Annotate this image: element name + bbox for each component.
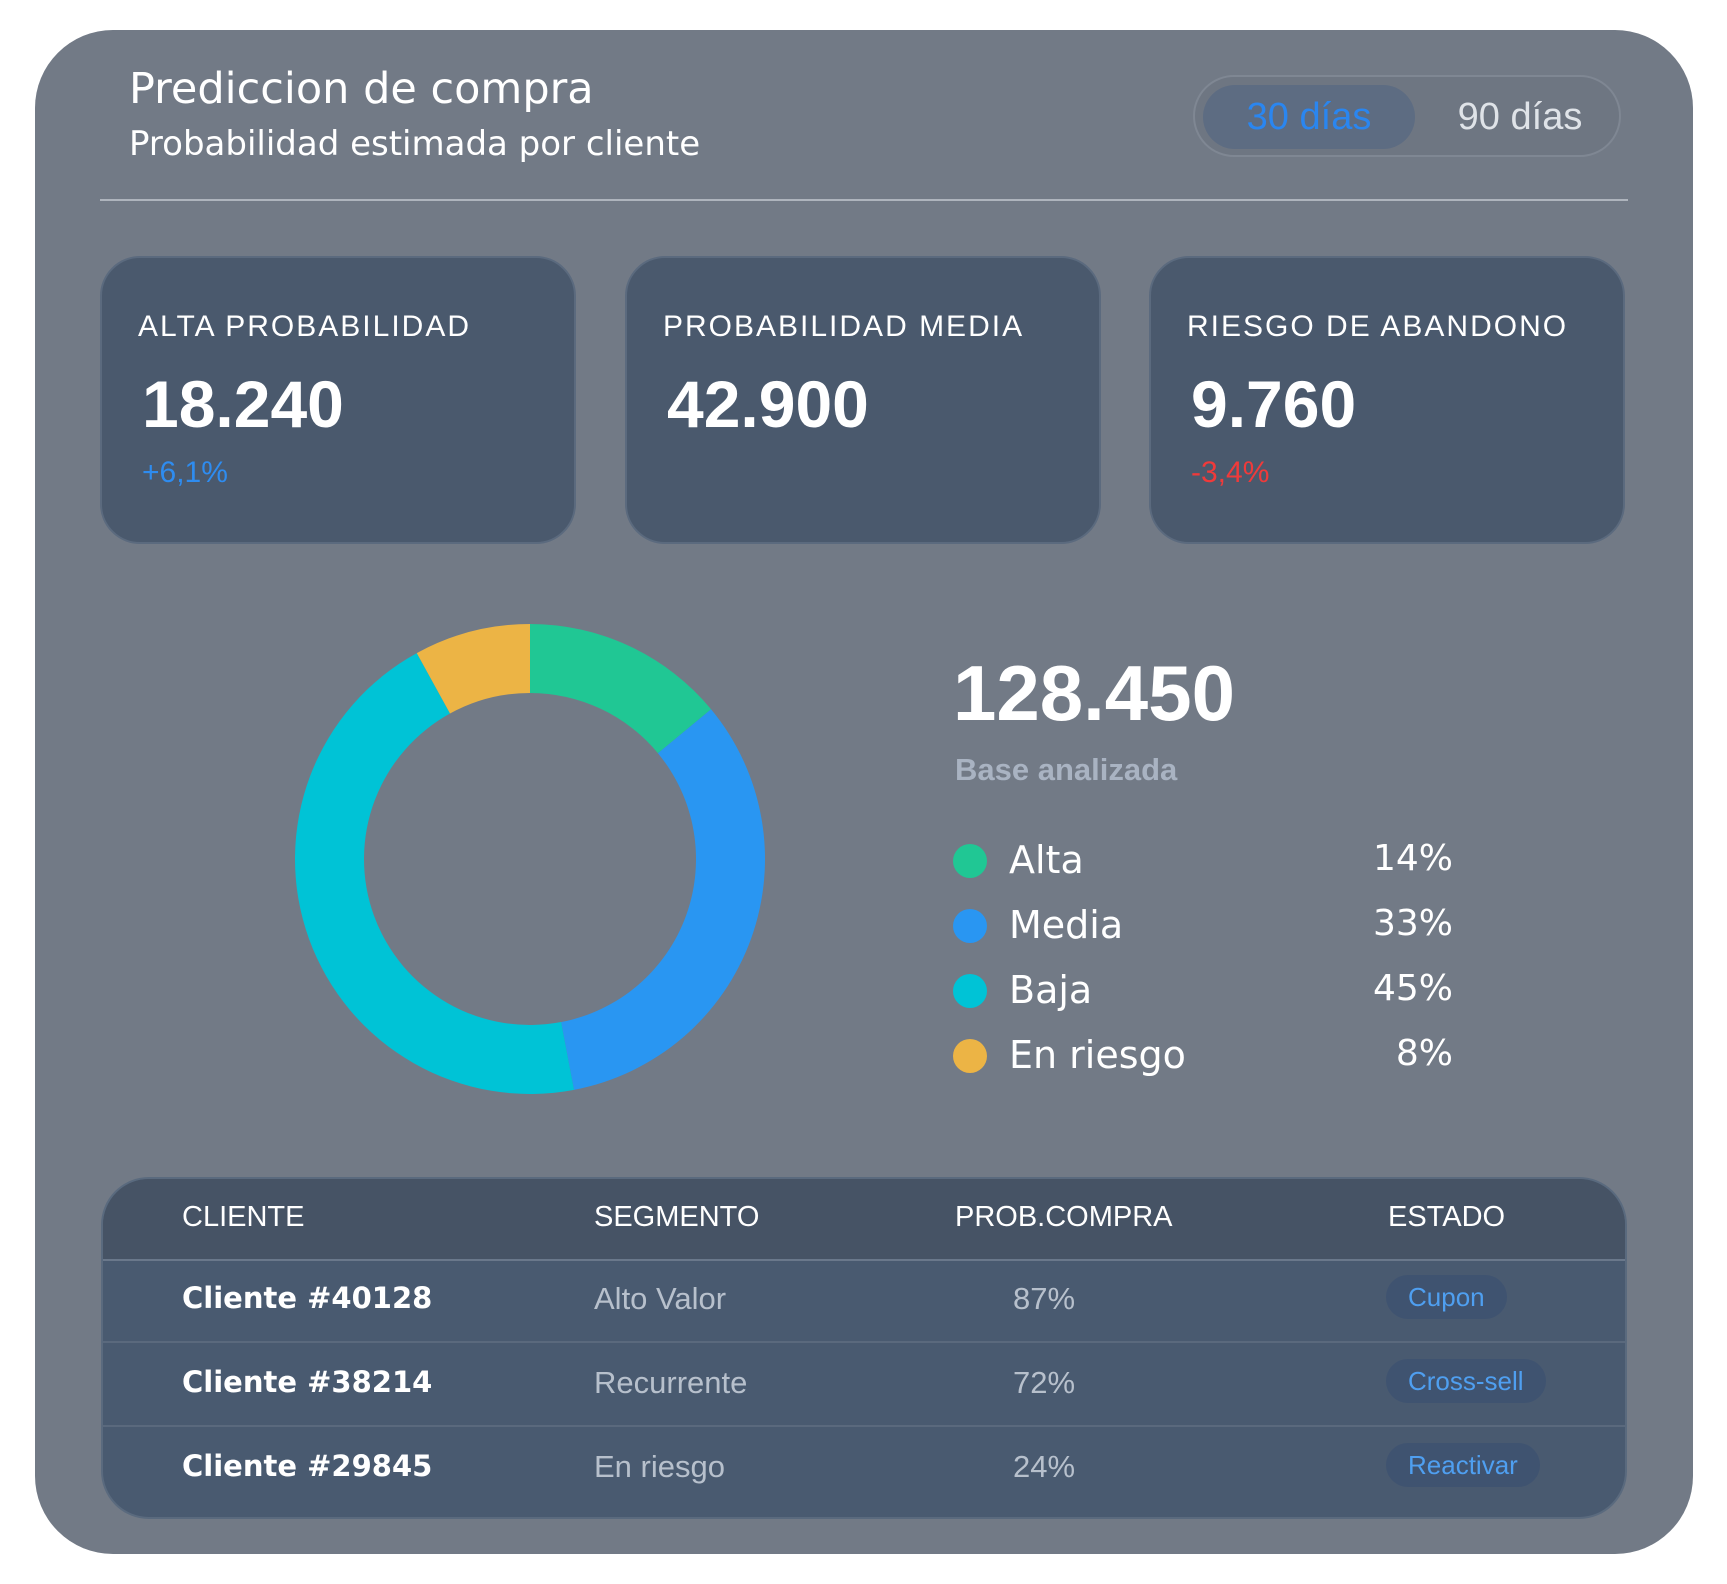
legend-item-media: Media 33% <box>953 901 1453 951</box>
legend-dot <box>953 974 987 1008</box>
kpi-card-alta: ALTA PROBABILIDAD 18.240 +6,1% <box>100 256 576 544</box>
period-toggle: 30 días 90 días <box>1193 75 1621 157</box>
donut-chart <box>295 624 765 1094</box>
period-30-days-option[interactable]: 30 días <box>1203 85 1415 149</box>
period-90-days-option[interactable]: 90 días <box>1457 96 1583 138</box>
kpi-label: RIESGO DE ABANDONO <box>1187 310 1569 343</box>
legend-name: Baja <box>1009 968 1093 1012</box>
cell-cliente: Cliente #38214 <box>182 1365 433 1399</box>
kpi-value: 9.760 <box>1191 367 1357 441</box>
donut-slice-alta <box>530 624 712 754</box>
cell-prob-compra: 87% <box>1012 1281 1076 1316</box>
legend-percent: 14% <box>1372 838 1453 879</box>
cell-prob-compra: 72% <box>1012 1365 1076 1400</box>
kpi-label: PROBABILIDAD MEDIA <box>663 310 1025 343</box>
legend-dot <box>953 844 987 878</box>
donut-slice-media <box>561 709 765 1090</box>
table-header: CLIENTE SEGMENTO PROB.COMPRA ESTADO <box>103 1179 1625 1261</box>
cell-segmento: Alto Valor <box>594 1281 727 1316</box>
kpi-delta: -3,4% <box>1191 456 1270 489</box>
kpi-value: 18.240 <box>142 367 344 441</box>
legend-name: Media <box>1009 903 1124 947</box>
cell-cliente: Cliente #29845 <box>182 1449 433 1483</box>
legend-percent: 33% <box>1372 903 1453 944</box>
cell-segmento: Recurrente <box>594 1365 748 1400</box>
table-row[interactable]: Cliente #40128 Alto Valor 87% Cupon <box>103 1259 1625 1341</box>
kpi-delta: +6,1% <box>142 456 228 489</box>
legend-item-baja: Baja 45% <box>953 966 1453 1016</box>
legend-name: Alta <box>1009 838 1084 882</box>
kpi-card-media: PROBABILIDAD MEDIA 42.900 <box>625 256 1101 544</box>
status-badge[interactable]: Cupon <box>1386 1275 1507 1319</box>
legend-name: En riesgo <box>1009 1033 1186 1077</box>
status-badge[interactable]: Cross-sell <box>1386 1359 1546 1403</box>
cell-segmento: En riesgo <box>594 1449 725 1484</box>
legend-item-en-riesgo: En riesgo 8% <box>953 1031 1453 1081</box>
legend-dot <box>953 909 987 943</box>
legend-dot <box>953 1039 987 1073</box>
legend-percent: 8% <box>1395 1033 1453 1074</box>
donut-slice-en-riesgo <box>416 624 530 714</box>
legend-percent: 45% <box>1372 968 1453 1009</box>
prediction-panel: Prediccion de compra Probabilidad estima… <box>35 30 1693 1554</box>
table-row[interactable]: Cliente #29845 En riesgo 24% Reactivar <box>103 1425 1625 1509</box>
kpi-card-riesgo: RIESGO DE ABANDONO 9.760 -3,4% <box>1149 256 1625 544</box>
total-value: 128.450 <box>953 649 1235 737</box>
panel-title: Prediccion de compra <box>129 64 594 114</box>
table-row[interactable]: Cliente #38214 Recurrente 72% Cross-sell <box>103 1341 1625 1425</box>
status-badge[interactable]: Reactivar <box>1386 1443 1540 1487</box>
column-header-estado: ESTADO <box>1388 1201 1506 1233</box>
clients-table: CLIENTE SEGMENTO PROB.COMPRA ESTADO Clie… <box>101 1177 1627 1519</box>
column-header-cliente: CLIENTE <box>182 1201 305 1233</box>
total-label: Base analizada <box>955 752 1178 787</box>
cell-prob-compra: 24% <box>1012 1449 1076 1484</box>
cell-cliente: Cliente #40128 <box>182 1281 433 1315</box>
column-header-prob-compra: PROB.COMPRA <box>955 1201 1173 1233</box>
kpi-label: ALTA PROBABILIDAD <box>138 310 471 343</box>
donut-slice-baja <box>295 653 575 1094</box>
legend-item-alta: Alta 14% <box>953 836 1453 886</box>
panel-subtitle: Probabilidad estimada por cliente <box>129 124 701 164</box>
column-header-segmento: SEGMENTO <box>594 1201 760 1233</box>
kpi-value: 42.900 <box>667 367 869 441</box>
header-divider <box>100 199 1628 201</box>
